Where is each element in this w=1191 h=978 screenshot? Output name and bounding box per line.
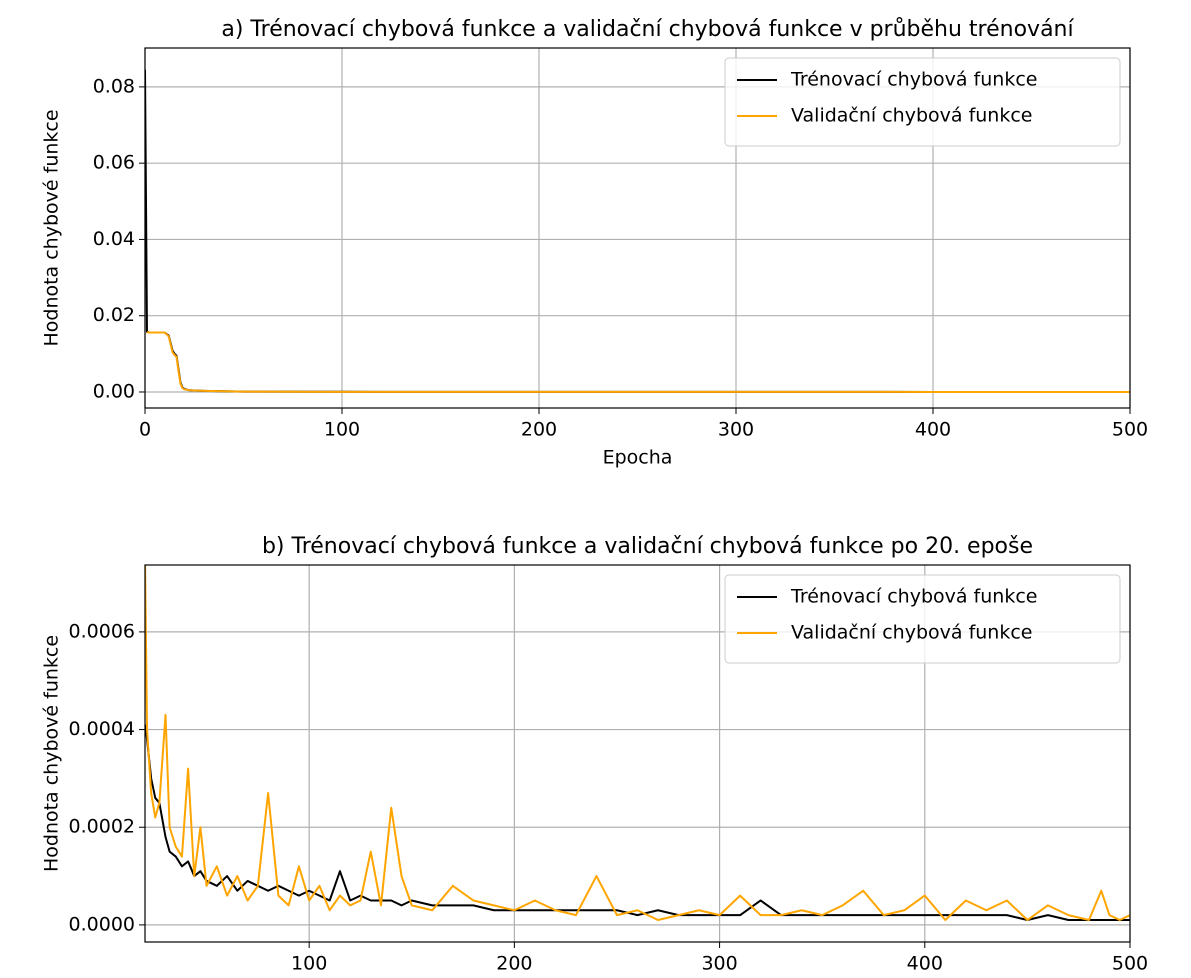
series-line xyxy=(145,724,1130,922)
x-tick-label: 400 xyxy=(907,953,943,975)
y-tick-label: 0.0002 xyxy=(69,816,135,838)
x-tick-label: 300 xyxy=(701,953,737,975)
axes-frame xyxy=(144,47,1131,409)
y-tick-label: 0.0004 xyxy=(69,718,135,740)
y-tick-label: 0.08 xyxy=(93,75,135,97)
legend-label: Trénovací chybová funkce xyxy=(790,69,1037,91)
y-axis-label: Hodnota chybové funkce xyxy=(41,109,63,346)
x-tick-label: 500 xyxy=(1112,953,1148,975)
x-tick-label: 300 xyxy=(718,419,754,441)
y-tick-label: 0.0000 xyxy=(69,913,135,935)
y-tick-label: 0.0006 xyxy=(69,620,135,642)
x-tick-label: 400 xyxy=(915,419,951,441)
y-axis-label: Hodnota chybové funkce xyxy=(41,635,63,872)
chart-title: b) Trénovací chybová funkce a validační … xyxy=(262,534,1033,559)
x-tick-label: 200 xyxy=(521,419,557,441)
legend-label: Trénovací chybová funkce xyxy=(790,586,1037,608)
x-tick-label: 100 xyxy=(291,953,327,975)
axes-frame xyxy=(144,564,1131,943)
y-tick-label: 0.06 xyxy=(93,152,135,174)
chart-title: a) Trénovací chybová funkce a validační … xyxy=(221,17,1074,42)
x-axis-label: Epocha xyxy=(603,447,673,469)
legend-label: Validační chybová funkce xyxy=(791,622,1033,644)
x-tick-label: 200 xyxy=(496,953,532,975)
legend-label: Validační chybová funkce xyxy=(791,105,1033,127)
series-line xyxy=(145,565,1130,922)
series-line xyxy=(146,331,1130,393)
y-tick-label: 0.04 xyxy=(93,228,135,250)
y-tick-label: 0.00 xyxy=(93,380,135,402)
y-tick-label: 0.02 xyxy=(93,304,135,326)
x-tick-label: 100 xyxy=(324,419,360,441)
x-tick-label: 500 xyxy=(1112,419,1148,441)
x-tick-label: 0 xyxy=(139,419,151,441)
legend-box xyxy=(724,574,1121,664)
legend-box xyxy=(724,57,1121,147)
